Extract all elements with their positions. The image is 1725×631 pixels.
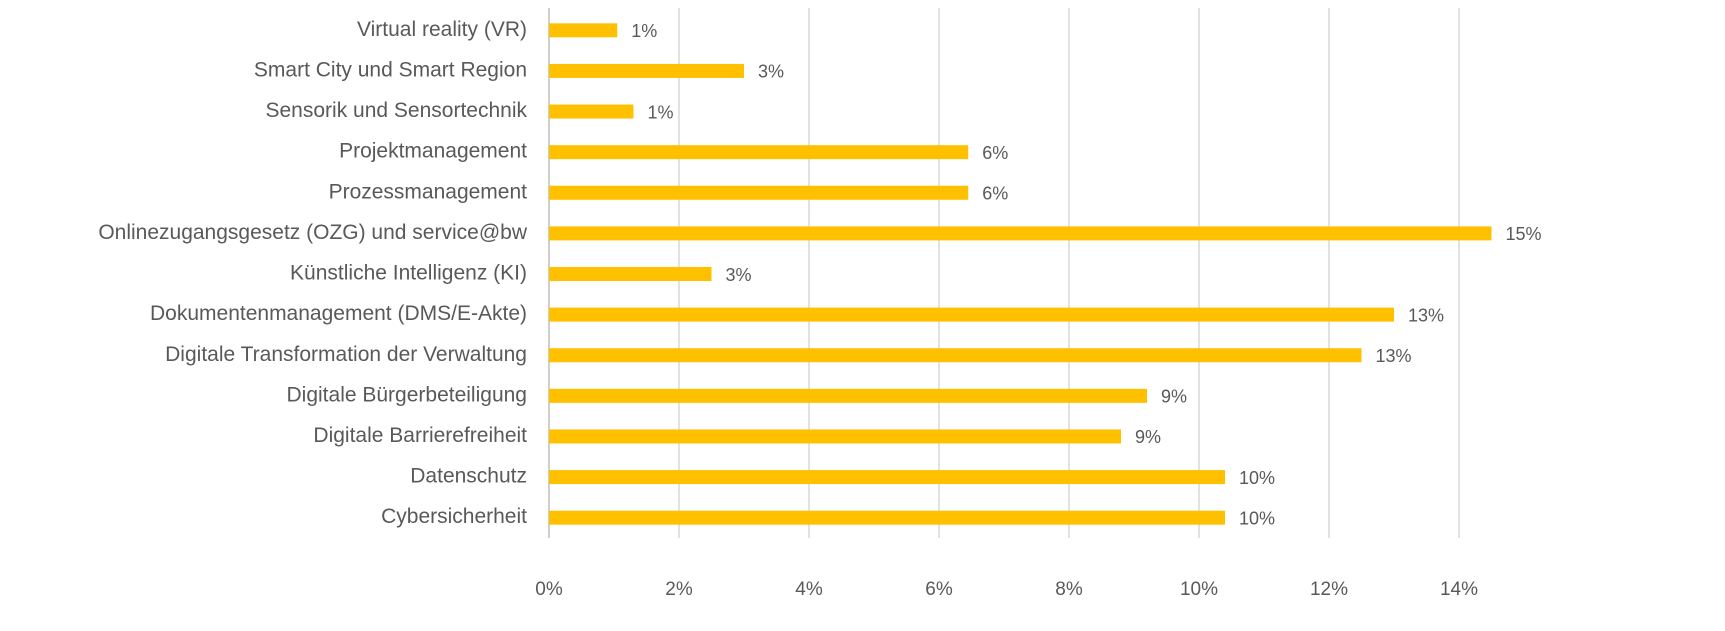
value-label: 13% (1408, 305, 1444, 325)
bar (549, 510, 1225, 525)
bar (549, 23, 618, 38)
bar (549, 145, 969, 160)
x-tick-label: 4% (795, 579, 823, 600)
category-label: Smart City und Smart Region (254, 58, 527, 81)
value-label: 3% (758, 62, 784, 82)
bar (549, 470, 1225, 485)
value-label: 3% (726, 265, 752, 285)
value-label: 9% (1135, 427, 1161, 447)
x-tick-label: 14% (1440, 579, 1478, 600)
category-label: Digitale Barrierefreiheit (313, 424, 527, 447)
value-label: 10% (1239, 468, 1275, 488)
value-label: 15% (1506, 224, 1542, 244)
bar (549, 307, 1394, 322)
bar (549, 226, 1492, 241)
bar (549, 185, 969, 200)
value-label: 10% (1239, 508, 1275, 528)
value-label: 13% (1376, 346, 1412, 366)
bar (549, 429, 1121, 444)
category-label: Virtual reality (VR) (357, 18, 527, 41)
x-tick-label: 0% (535, 579, 563, 600)
category-label: Dokumentenmanagement (DMS/E-Akte) (150, 302, 527, 325)
bar (549, 267, 712, 281)
x-tick-label: 12% (1310, 579, 1348, 600)
x-tick-label: 10% (1180, 579, 1218, 600)
category-label: Künstliche Intelligenz (KI) (290, 262, 527, 285)
category-label: Onlinezugangsgesetz (OZG) und service@bw (98, 221, 528, 244)
category-label: Datenschutz (410, 465, 527, 488)
bar (549, 63, 744, 78)
category-label: Projektmanagement (339, 140, 527, 163)
bar (549, 348, 1362, 363)
x-tick-label: 2% (665, 579, 693, 600)
x-tick-label: 6% (925, 579, 953, 600)
category-label: Digitale Bürgerbeteiligung (287, 383, 528, 406)
value-label: 6% (982, 143, 1008, 163)
category-label: Prozessmanagement (329, 180, 528, 203)
value-label: 9% (1161, 387, 1187, 407)
category-label: Cybersicherheit (381, 505, 527, 528)
x-tick-label: 8% (1055, 579, 1083, 600)
value-label: 1% (631, 21, 657, 41)
bar (549, 388, 1147, 403)
category-label: Sensorik und Sensortechnik (266, 99, 528, 122)
category-label: Digitale Transformation der Verwaltung (165, 343, 527, 366)
value-label: 6% (982, 184, 1008, 204)
value-label: 1% (648, 102, 674, 122)
bar (549, 104, 634, 119)
